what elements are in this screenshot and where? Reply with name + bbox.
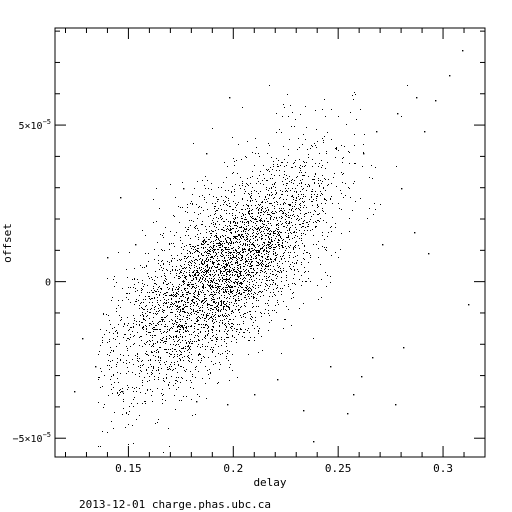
scatter-point (122, 391, 124, 393)
scatter-point (353, 394, 355, 396)
scatter-point (363, 153, 365, 155)
scatter-point (313, 441, 315, 443)
scatter-point (120, 197, 122, 199)
scatter-point (74, 391, 76, 393)
scatter-point (95, 366, 97, 368)
scatter-point (435, 100, 437, 102)
scatter-point (361, 376, 363, 378)
x-tick-label: 0.15 (115, 462, 142, 475)
scatter-point (330, 366, 332, 368)
scatter-point (376, 131, 378, 133)
scatter-point (401, 188, 403, 190)
x-tick-labels: 0.15 0.2 0.25 0.3 (115, 462, 453, 475)
scatter-point (107, 257, 109, 259)
scatter-point (135, 244, 137, 246)
scatter-point (183, 188, 185, 190)
scatter-point (414, 232, 416, 234)
y-tick-label: −5×10−5 (12, 431, 51, 445)
plot-frame (54, 27, 486, 458)
scatter-point (254, 394, 256, 396)
y-tick-label: 5×10−5 (18, 118, 51, 132)
scatter-point (206, 153, 208, 155)
x-axis-label: delay (253, 476, 286, 489)
scatter-point (382, 244, 384, 246)
scatter-point (277, 379, 279, 381)
y-tick-label: 0 (45, 278, 51, 289)
scatter-point (416, 97, 418, 99)
y-axis-label: offset (1, 223, 14, 263)
scatter-point (229, 97, 231, 99)
x-tick-label: 0.2 (223, 462, 243, 475)
y-tick-labels: 5×10−5 0 −5×10−5 (12, 118, 51, 445)
scatter-point (403, 347, 405, 349)
scatter-point (462, 50, 464, 52)
footer-caption: 2013-12-01 charge.phas.ubc.ca (79, 498, 272, 511)
x-tick-label: 0.3 (433, 462, 453, 475)
scatter-point (227, 404, 229, 406)
scatter-point (372, 357, 374, 359)
scatter-point (347, 413, 349, 415)
scatter-points-dense (98, 85, 408, 453)
scatter-point (196, 401, 198, 403)
axis-ticks (55, 28, 486, 457)
scatter-point (395, 404, 397, 406)
scatter-point (449, 75, 451, 77)
scatter-point (424, 131, 426, 133)
scatter-point (468, 304, 470, 306)
x-tick-label: 0.25 (325, 462, 352, 475)
scatter-outlier-points (74, 50, 470, 443)
scatter-point-cloud (98, 85, 408, 453)
scatter-point (428, 253, 430, 255)
scatter-point (303, 410, 305, 412)
scatter-point (397, 113, 399, 115)
scatter-point (82, 338, 84, 340)
